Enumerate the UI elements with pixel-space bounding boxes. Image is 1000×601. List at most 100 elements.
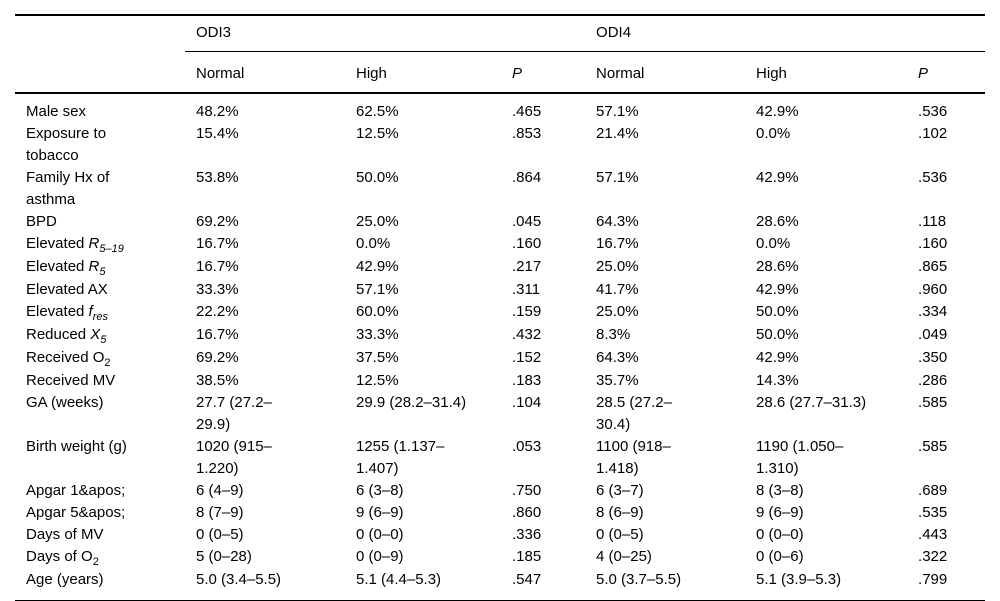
- row-label: Days of MV: [15, 524, 185, 546]
- cell-odi3-normal: 0 (0–5): [196, 526, 244, 543]
- column-header-normal-odi4: Normal: [585, 51, 746, 94]
- cell-odi3-normal: 5.0 (3.4–5.5): [196, 571, 282, 588]
- cell-odi4-high: 0 (0–0): [756, 526, 804, 543]
- group-header-row: ODI3 ODI4: [15, 15, 986, 52]
- cell-odi4-high: 9 (6–9): [756, 504, 804, 521]
- cell-odi3-normal: 27.7 (27.2– 29.9): [196, 394, 272, 433]
- cell-odi3-normal: 38.5%: [196, 372, 239, 389]
- row-label: Received O2: [15, 347, 185, 370]
- cell-odi4-p: .585: [918, 438, 948, 455]
- row-label-text: R: [88, 258, 100, 275]
- cell-odi4-normal: 4 (0–25): [596, 548, 652, 565]
- cell-odi4-normal: 57.1%: [596, 103, 639, 120]
- table-row: Received O2 69.2% 37.5% .152 64.3% 42.9% .350: [15, 347, 985, 370]
- cell-odi4-normal: 25.0%: [596, 258, 639, 275]
- cell-odi4-normal: 21.4%: [596, 125, 639, 142]
- cell-odi3-p: .860: [512, 504, 542, 521]
- row-label-subscript: 2: [104, 356, 111, 369]
- cell-odi3-high: 57.1%: [356, 281, 399, 298]
- cell-odi4-high: 28.6%: [756, 213, 799, 230]
- cell-odi3-p: .185: [512, 548, 542, 565]
- row-label: Elevated R5: [15, 256, 185, 279]
- row-label-text: Reduced: [26, 326, 91, 343]
- row-label-text: Exposure to tobacco: [26, 125, 107, 164]
- cell-odi3-p: .183: [512, 372, 542, 389]
- row-label-text: f: [88, 303, 93, 320]
- row-label-text: Family Hx of asthma: [26, 169, 110, 208]
- cell-odi3-normal: 53.8%: [196, 169, 239, 186]
- row-label: Elevated AX: [15, 279, 185, 301]
- cell-odi4-high: 42.9%: [756, 281, 799, 298]
- row-label-text: Age (years): [26, 571, 104, 588]
- cell-odi3-p: .053: [512, 438, 542, 455]
- row-label-text: BPD: [26, 213, 57, 230]
- cell-odi4-p: .049: [918, 326, 948, 343]
- cell-odi3-normal: 1020 (915– 1.220): [196, 438, 272, 477]
- cell-odi4-high: 0.0%: [756, 235, 791, 252]
- row-label-text: R: [88, 235, 100, 252]
- cell-odi3-high: 0 (0–0): [356, 526, 404, 543]
- row-label: Birth weight (g): [15, 436, 185, 480]
- row-label-text: Elevated: [26, 258, 89, 275]
- table-row: Elevated R5 16.7% 42.9% .217 25.0% 28.6% .865: [15, 256, 985, 279]
- cell-odi3-normal: 22.2%: [196, 303, 239, 320]
- cell-odi3-normal: 15.4%: [196, 125, 239, 142]
- cell-odi4-p: .334: [918, 303, 948, 320]
- row-label: Exposure to tobacco: [15, 123, 185, 167]
- row-label: Elevated fres: [15, 301, 185, 324]
- cell-odi4-normal: 16.7%: [596, 235, 639, 252]
- cell-odi4-high: 0 (0–6): [756, 548, 804, 565]
- cell-odi4-p: .689: [918, 482, 948, 499]
- cell-odi4-p: .102: [918, 125, 948, 142]
- cell-odi4-normal: 8.3%: [596, 326, 631, 343]
- cell-odi4-normal: 1100 (918– 1.418): [596, 438, 671, 477]
- group-header-odi4: ODI4: [585, 15, 986, 52]
- cell-odi4-high: 5.1 (3.9–5.3): [756, 571, 842, 588]
- cell-odi4-high: 8 (3–8): [756, 482, 804, 499]
- cell-odi3-high: 50.0%: [356, 169, 399, 186]
- table-row: Elevated AX 33.3% 57.1% .311 41.7% 42.9% .960: [15, 279, 985, 301]
- cell-odi4-high: 50.0%: [756, 303, 799, 320]
- column-header-high-odi4: High: [745, 51, 908, 94]
- table-row: Reduced X5 16.7% 33.3% .432 8.3% 50.0% .049: [15, 324, 985, 347]
- cell-odi3-p: .547: [512, 571, 542, 588]
- row-label: BPD: [15, 211, 185, 233]
- row-label: Family Hx of asthma: [15, 167, 185, 211]
- table-header: ODI3 ODI4 Normal High P Normal High P: [15, 15, 986, 94]
- cell-odi4-p: .535: [918, 504, 948, 521]
- row-label-text: Days of MV: [26, 526, 104, 543]
- cell-odi3-high: 6 (3–8): [356, 482, 404, 499]
- cell-odi4-p: .585: [918, 394, 948, 411]
- cell-odi3-high: 12.5%: [356, 125, 399, 142]
- cell-odi4-normal: 5.0 (3.7–5.5): [596, 571, 682, 588]
- cell-odi3-p: .159: [512, 303, 542, 320]
- cell-odi3-normal: 69.2%: [196, 213, 239, 230]
- cell-odi4-normal: 0 (0–5): [596, 526, 644, 543]
- cell-odi3-p: .336: [512, 526, 542, 543]
- column-header-p-odi3: P: [501, 51, 586, 94]
- cell-odi4-p: .350: [918, 349, 948, 366]
- column-header-normal-odi3: Normal: [185, 51, 345, 94]
- cell-odi4-normal: 41.7%: [596, 281, 639, 298]
- cell-odi3-high: 5.1 (4.4–5.3): [356, 571, 442, 588]
- cell-odi3-p: .432: [512, 326, 542, 343]
- cell-odi3-high: 33.3%: [356, 326, 399, 343]
- cell-odi3-high: 60.0%: [356, 303, 399, 320]
- cell-odi3-normal: 16.7%: [196, 258, 239, 275]
- cell-odi3-p: .104: [512, 394, 542, 411]
- row-label: Elevated R5–19: [15, 233, 185, 256]
- cell-odi4-p: .960: [918, 281, 948, 298]
- cell-odi4-high: 0.0%: [756, 125, 791, 142]
- cell-odi4-high: 14.3%: [756, 372, 799, 389]
- row-label: GA (weeks): [15, 392, 185, 436]
- cell-odi4-p: .286: [918, 372, 948, 389]
- table-row: Elevated R5–19 16.7% 0.0% .160 16.7% 0.0% .160: [15, 233, 985, 256]
- table-row: Male sex 48.2% 62.5% .465 57.1% 42.9% .536: [15, 93, 985, 123]
- group-header-odi3: ODI3: [185, 15, 586, 52]
- row-label-subscript: 5–19: [99, 242, 124, 255]
- row-label-text: Days of O: [26, 548, 93, 565]
- row-label-text: Elevated: [26, 235, 89, 252]
- cell-odi3-normal: 33.3%: [196, 281, 239, 298]
- cell-odi3-p: .311: [512, 281, 541, 298]
- row-label-text: GA (weeks): [26, 394, 104, 411]
